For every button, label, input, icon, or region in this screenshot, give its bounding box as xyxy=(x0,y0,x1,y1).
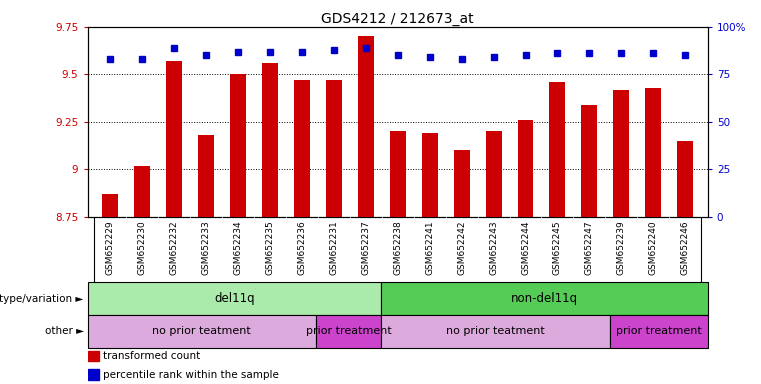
Text: GSM652241: GSM652241 xyxy=(425,220,434,275)
Text: prior treatment: prior treatment xyxy=(306,326,391,336)
Text: GSM652240: GSM652240 xyxy=(649,220,658,275)
Text: percentile rank within the sample: percentile rank within the sample xyxy=(103,369,279,379)
Text: non-del11q: non-del11q xyxy=(511,292,578,305)
Text: genotype/variation ►: genotype/variation ► xyxy=(0,293,84,304)
Bar xyxy=(549,82,565,217)
Text: transformed count: transformed count xyxy=(103,351,200,361)
Text: GSM652231: GSM652231 xyxy=(330,220,338,275)
Text: GSM652229: GSM652229 xyxy=(105,220,114,275)
Text: prior treatment: prior treatment xyxy=(616,326,702,336)
Bar xyxy=(486,131,501,217)
Bar xyxy=(198,135,214,217)
Text: GSM652232: GSM652232 xyxy=(170,220,178,275)
Text: GSM652239: GSM652239 xyxy=(617,220,626,275)
Bar xyxy=(454,151,470,217)
Bar xyxy=(358,36,374,217)
Bar xyxy=(102,194,118,217)
Text: GSM652242: GSM652242 xyxy=(457,220,466,275)
Bar xyxy=(613,89,629,217)
Text: GSM652245: GSM652245 xyxy=(553,220,562,275)
Text: GSM652247: GSM652247 xyxy=(585,220,594,275)
Text: GSM652237: GSM652237 xyxy=(361,220,370,275)
Text: GSM652243: GSM652243 xyxy=(489,220,498,275)
Text: GSM652238: GSM652238 xyxy=(393,220,402,275)
Bar xyxy=(88,315,316,348)
Bar xyxy=(166,61,182,217)
Bar xyxy=(262,63,278,217)
Text: other ►: other ► xyxy=(45,326,84,336)
Bar xyxy=(316,315,381,348)
Bar xyxy=(390,131,406,217)
Bar xyxy=(134,166,150,217)
Text: GSM652246: GSM652246 xyxy=(681,220,690,275)
Text: GSM652233: GSM652233 xyxy=(202,220,210,275)
Title: GDS4212 / 212673_at: GDS4212 / 212673_at xyxy=(321,12,474,26)
Text: del11q: del11q xyxy=(214,292,255,305)
Text: GSM652235: GSM652235 xyxy=(266,220,274,275)
Bar xyxy=(422,133,438,217)
Bar xyxy=(294,80,310,217)
Bar xyxy=(645,88,661,217)
Bar xyxy=(88,351,99,361)
Bar xyxy=(610,315,708,348)
Bar xyxy=(581,105,597,217)
Bar xyxy=(677,141,693,217)
Text: GSM652236: GSM652236 xyxy=(298,220,306,275)
Text: no prior teatment: no prior teatment xyxy=(446,326,545,336)
Bar xyxy=(88,282,381,315)
Bar xyxy=(230,74,246,217)
Bar xyxy=(88,369,99,380)
Text: GSM652230: GSM652230 xyxy=(138,220,146,275)
Bar xyxy=(326,80,342,217)
Bar xyxy=(517,120,533,217)
Bar xyxy=(381,282,708,315)
Text: no prior teatment: no prior teatment xyxy=(152,326,251,336)
Bar xyxy=(381,315,610,348)
Text: GSM652234: GSM652234 xyxy=(234,220,242,275)
Text: GSM652244: GSM652244 xyxy=(521,220,530,275)
